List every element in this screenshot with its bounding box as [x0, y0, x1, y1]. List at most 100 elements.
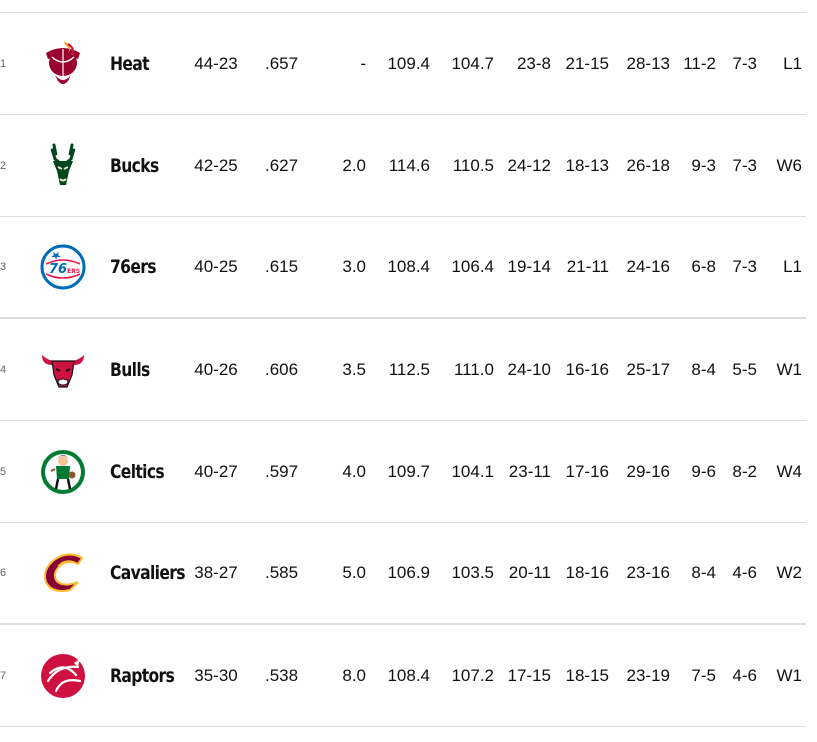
heat-logo-icon — [38, 39, 88, 89]
home-record: 19-14 — [507, 257, 551, 276]
record: 42-25 — [194, 155, 238, 175]
raptors-logo-icon — [38, 651, 88, 701]
win-pct: .585 — [265, 563, 299, 582]
streak: W6 — [776, 155, 803, 175]
record: 44-23 — [194, 53, 238, 73]
points-per-game: 108.4 — [387, 257, 430, 276]
team-name[interactable]: 76ers — [110, 256, 157, 278]
last-ten: 7-3 — [732, 53, 757, 73]
points-per-game: 109.4 — [387, 53, 430, 73]
team-name[interactable]: Heat — [110, 52, 150, 75]
svg-text:ERS: ERS — [67, 268, 80, 275]
last-ten: 7-3 — [732, 257, 757, 276]
opp-points-per-game: 107.2 — [451, 665, 494, 685]
away-record: 18-15 — [565, 665, 609, 685]
division-record: 6-8 — [691, 257, 716, 276]
division-record: 9-3 — [691, 155, 716, 175]
away-record: 21-11 — [566, 257, 609, 276]
rank: 6 — [0, 567, 7, 579]
opp-points-per-game: 103.5 — [451, 563, 494, 582]
streak: L1 — [783, 53, 802, 73]
opp-points-per-game: 106.4 — [451, 257, 494, 276]
streak: W1 — [776, 359, 803, 379]
division-record: 7-5 — [691, 665, 716, 685]
bulls-logo-icon — [38, 345, 88, 395]
opp-points-per-game: 104.7 — [451, 53, 494, 73]
standings-table: 1 Heat 44-23 .657 - 109.4 104.7 23-8 21-… — [0, 12, 806, 727]
games-back: 3.0 — [342, 257, 366, 276]
games-back: 3.5 — [342, 359, 366, 379]
team-name[interactable]: Bucks — [110, 154, 159, 177]
streak: L1 — [783, 257, 802, 276]
record: 40-27 — [194, 461, 238, 481]
rank: 2 — [0, 159, 7, 172]
conference-record: 23-16 — [626, 563, 670, 582]
bucks-logo-icon — [38, 141, 88, 191]
table-row[interactable]: 4 Bulls 40-26 .606 3.5 112.5 111.0 24-10… — [0, 319, 806, 421]
table-row[interactable]: 5 Celtics 40-27 .597 4.0 109.7 104.1 23-… — [0, 421, 806, 523]
conference-record: 28-13 — [626, 53, 670, 73]
last-ten: 8-2 — [732, 461, 757, 481]
streak: W2 — [776, 563, 803, 582]
games-back: 8.0 — [342, 665, 366, 685]
division-record: 8-4 — [691, 563, 716, 582]
points-per-game: 109.7 — [387, 461, 430, 481]
last-ten: 4-6 — [732, 563, 757, 582]
last-ten: 5-5 — [732, 359, 757, 379]
record: 40-26 — [194, 359, 238, 379]
conference-record: 29-16 — [626, 461, 670, 481]
streak: W1 — [776, 665, 803, 685]
conference-record: 26-18 — [626, 155, 670, 175]
away-record: 18-13 — [565, 155, 609, 175]
table-row[interactable]: 7 Raptors 35-30 .538 8.0 108.4 107.2 17-… — [0, 625, 806, 727]
home-record: 20-11 — [508, 563, 551, 582]
svg-text:76: 76 — [49, 262, 67, 277]
cavaliers-logo-icon — [38, 548, 88, 598]
last-ten: 4-6 — [732, 665, 757, 685]
team-name[interactable]: Cavaliers — [110, 562, 186, 584]
rank: 4 — [0, 363, 7, 376]
points-per-game: 106.9 — [387, 563, 430, 582]
home-record: 17-15 — [507, 665, 551, 685]
away-record: 18-16 — [565, 563, 609, 582]
points-per-game: 112.5 — [388, 359, 430, 379]
games-back: 5.0 — [342, 563, 366, 582]
rank: 1 — [0, 57, 7, 70]
team-name[interactable]: Celtics — [110, 460, 165, 483]
home-record: 23-11 — [508, 461, 551, 481]
last-ten: 7-3 — [732, 155, 757, 175]
record: 35-30 — [194, 665, 238, 685]
table-row[interactable]: 2 Bucks 42-25 .627 2.0 114.6 110.5 24-12… — [0, 115, 806, 217]
points-per-game: 108.4 — [387, 665, 430, 685]
win-pct: .615 — [265, 257, 299, 276]
table-row[interactable]: 3 76 ERS 76ers 40-25 .615 3.0 108.4 106.… — [0, 217, 806, 319]
team-name[interactable]: Raptors — [110, 664, 175, 687]
76ers-logo-icon: 76 ERS — [38, 242, 88, 292]
win-pct: .606 — [265, 359, 299, 379]
division-record: 11-2 — [683, 53, 716, 73]
home-record: 24-12 — [507, 155, 551, 175]
conference-record: 25-17 — [626, 359, 670, 379]
record: 38-27 — [194, 563, 238, 582]
conference-record: 23-19 — [626, 665, 670, 685]
rank: 5 — [0, 465, 7, 478]
record: 40-25 — [194, 257, 238, 276]
table-row[interactable]: 6 Cavaliers 38-27 .585 5.0 106.9 103.5 2… — [0, 523, 806, 625]
home-record: 23-8 — [516, 53, 551, 73]
points-per-game: 114.6 — [388, 155, 430, 175]
opp-points-per-game: 111.0 — [453, 359, 494, 379]
team-name[interactable]: Bulls — [110, 358, 150, 381]
rank: 3 — [0, 261, 7, 273]
celtics-logo-icon — [38, 447, 88, 497]
opp-points-per-game: 110.5 — [452, 155, 494, 175]
table-row[interactable]: 1 Heat 44-23 .657 - 109.4 104.7 23-8 21-… — [0, 13, 806, 115]
away-record: 17-16 — [565, 461, 609, 481]
away-record: 21-15 — [565, 53, 609, 73]
home-record: 24-10 — [507, 359, 551, 379]
division-record: 9-6 — [691, 461, 716, 481]
opp-points-per-game: 104.1 — [451, 461, 494, 481]
streak: W4 — [776, 461, 803, 481]
rank: 7 — [0, 669, 7, 682]
games-back: 2.0 — [342, 155, 366, 175]
win-pct: .538 — [265, 665, 299, 685]
